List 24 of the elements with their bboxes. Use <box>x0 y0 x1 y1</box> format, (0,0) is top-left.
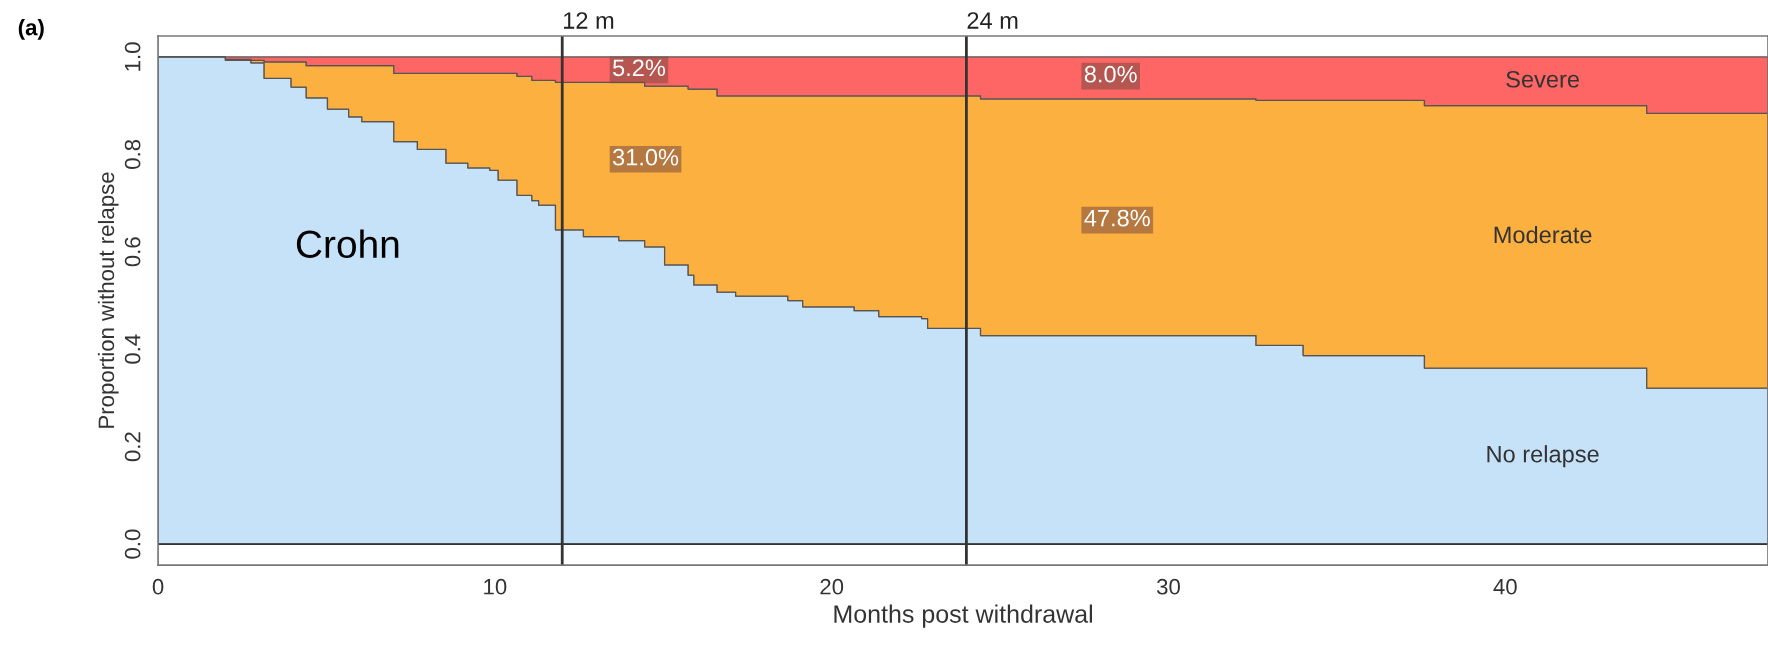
annotation: 8.0% <box>1084 65 1137 83</box>
x-tick-label: 10 <box>484 578 507 595</box>
series-label: Moderate <box>1494 225 1592 244</box>
y-axis-title: Proportion without relapse <box>97 172 119 428</box>
annotation: Crohn <box>296 229 399 259</box>
x-tick-label: 40 <box>1493 578 1517 595</box>
y-tick-label: 0.4 <box>124 334 141 364</box>
annotation: 31.0% <box>612 148 679 166</box>
x-tick-label: 0 <box>152 578 164 595</box>
y-tick-label: 0.8 <box>124 139 141 169</box>
x-tick-label: 30 <box>1156 578 1180 595</box>
ref-line-label: 24 m <box>967 12 1018 29</box>
x-tick-label: 20 <box>820 578 844 595</box>
annotation: 47.8% <box>1084 209 1150 227</box>
y-tick-label: 1.0 <box>124 42 141 71</box>
text: (a) <box>18 19 44 40</box>
y-tick-label: 0.0 <box>124 529 141 559</box>
y-tick-label: 0.6 <box>124 237 141 267</box>
series-label: No relapse <box>1487 445 1599 468</box>
y-tick-label: 0.2 <box>124 432 141 462</box>
x-axis-title: Months post withdrawal <box>834 604 1092 628</box>
series-label: Severe <box>1506 70 1579 88</box>
annotation: 5.2% <box>613 59 666 77</box>
ref-line-label: 12 m <box>564 12 614 29</box>
